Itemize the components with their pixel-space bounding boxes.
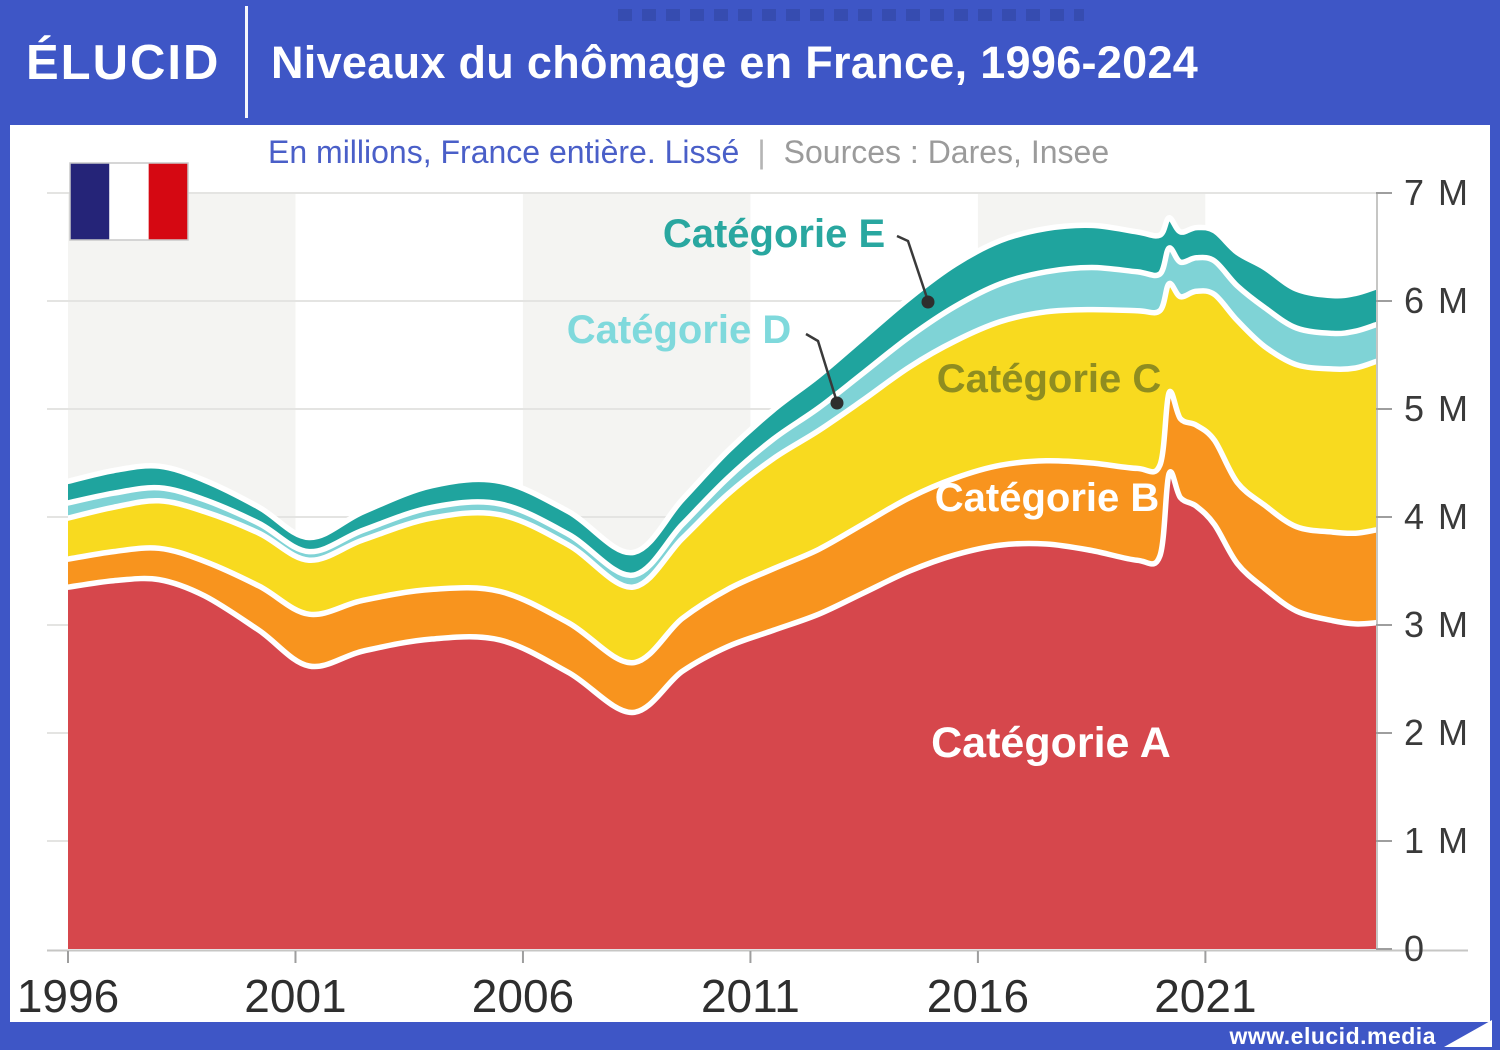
elucid-logo: ÉLUCID — [26, 35, 221, 90]
subtitle-divider: | — [757, 134, 766, 170]
chart-subtitle: En millions, France entière. Lissé | Sou… — [268, 134, 1109, 171]
area-c — [68, 283, 1376, 663]
series-labels: Catégorie A Catégorie B Catégorie C Catégor… — [567, 212, 1171, 767]
flag-white-stripe — [109, 163, 149, 240]
header-divider — [245, 6, 248, 118]
subtitle-unit-note: En millions, France entière. Lissé — [268, 134, 740, 170]
flag-border — [69, 162, 189, 241]
header-texture — [618, 9, 1084, 21]
flag-red-stripe — [148, 163, 188, 240]
y-tick-label: 0 — [1404, 928, 1426, 969]
series-label-b: Catégorie B — [935, 476, 1160, 520]
y-tick-label: 3 M — [1404, 604, 1470, 645]
series-label-a: Catégorie A — [931, 719, 1171, 767]
separator-line — [68, 245, 1376, 579]
leader-dot-e — [921, 295, 935, 309]
elucid-flag-icon — [1444, 1020, 1492, 1047]
y-tick-label: 1 M — [1404, 820, 1470, 861]
x-tick-label: 2001 — [244, 970, 346, 1022]
france-flag-icon — [69, 162, 189, 241]
subtitle-sources: Sources : Dares, Insee — [783, 134, 1110, 170]
clipped-bands — [68, 215, 1376, 949]
area-b — [68, 391, 1376, 713]
separator-line — [68, 388, 1376, 666]
series-label-d: Catégorie D — [567, 308, 792, 352]
separator-line — [68, 215, 1376, 556]
x-tick-label: 1996 — [17, 970, 119, 1022]
y-tick-label: 5 M — [1404, 388, 1470, 429]
y-tick-label: 6 M — [1404, 280, 1470, 321]
series-label-c: Catégorie C — [937, 357, 1162, 401]
flag-blue-stripe — [70, 163, 110, 240]
website-link[interactable]: www.elucid.media — [1229, 1023, 1436, 1049]
x-tick-label: 2021 — [1154, 970, 1256, 1022]
x-tick-label: 2006 — [472, 970, 574, 1022]
series-label-e: Catégorie E — [663, 212, 885, 256]
y-tick-label: 4 M — [1404, 496, 1470, 537]
x-tick-label: 2011 — [701, 970, 800, 1022]
axes: 0 1 M 2 M 3 M 4 M 5 M 6 M 7 M 1996 2001 2006 2011 20… — [17, 172, 1470, 1022]
leader-line-d — [805, 332, 838, 400]
header-bar: ÉLUCID Niveaux du chômage en France, 199… — [0, 0, 1500, 125]
y-tick-label: 2 M — [1404, 712, 1470, 753]
leader-line-e — [896, 234, 929, 299]
y-tick-label: 7 M — [1404, 172, 1470, 213]
separator-line — [68, 280, 1376, 590]
x-tick-label: 2016 — [927, 970, 1029, 1022]
page-title: Niveaux du chômage en France, 1996-2024 — [271, 36, 1199, 88]
separator-line — [68, 469, 1376, 716]
leader-dot-d — [830, 396, 844, 410]
area-series — [68, 215, 1376, 949]
area-a — [68, 471, 1376, 949]
